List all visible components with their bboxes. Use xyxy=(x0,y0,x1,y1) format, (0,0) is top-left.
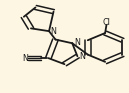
Text: N: N xyxy=(79,52,85,61)
Text: N: N xyxy=(51,27,57,36)
Text: Cl: Cl xyxy=(102,18,110,27)
Text: N: N xyxy=(74,38,80,47)
Text: N: N xyxy=(23,54,29,63)
